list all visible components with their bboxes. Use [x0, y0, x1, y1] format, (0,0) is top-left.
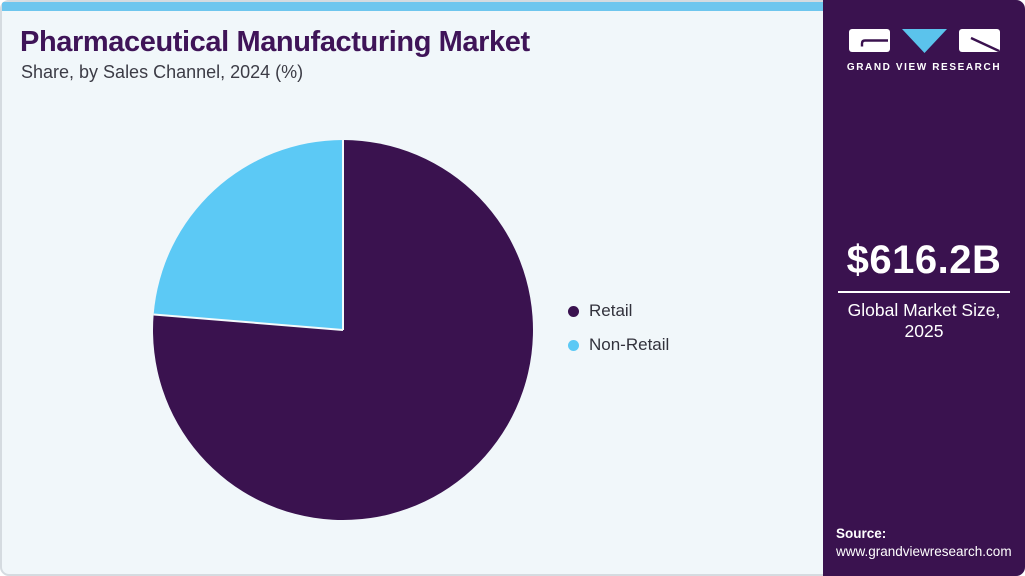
- pie-chart: [151, 138, 535, 522]
- logo-icon-row: [848, 29, 1000, 53]
- legend-label: Non-Retail: [589, 335, 670, 354]
- pie-slice-separator: [153, 313, 344, 331]
- logo-wordmark: GRAND VIEW RESEARCH: [846, 62, 1002, 73]
- source-label: Source:: [836, 526, 887, 541]
- pie-chart-svg: [152, 140, 533, 520]
- logo-r-icon: [958, 29, 1000, 52]
- chart-legend: Retail Non-Retail: [568, 301, 669, 355]
- legend-item-non-retail: Non-Retail: [568, 335, 669, 355]
- logo-r-glyph: [969, 36, 1000, 52]
- pie-slice-non-retail: [153, 140, 343, 330]
- legend-label: Retail: [589, 301, 633, 320]
- market-size-value: $616.2B: [846, 238, 1002, 282]
- legend-swatch-icon: [568, 305, 579, 317]
- page-title: Pharmaceutical Manufacturing Market: [20, 26, 530, 58]
- source-url: www.grandviewresearch.com: [836, 544, 1012, 559]
- logo-v-triangle-icon: [901, 29, 947, 53]
- logo-g-glyph: [860, 39, 888, 47]
- grand-view-research-logo: GRAND VIEW RESEARCH: [823, 29, 1025, 73]
- logo-g-icon: [848, 29, 890, 52]
- sidebar: GRAND VIEW RESEARCH $616.2B Global Marke…: [823, 0, 1025, 576]
- market-size-divider: [838, 291, 1010, 293]
- source-block: Source: www.grandviewresearch.com: [836, 526, 1018, 559]
- legend-swatch-icon: [568, 339, 579, 351]
- market-size-block: $616.2B Global Market Size, 2025: [823, 238, 1025, 342]
- market-size-caption: Global Market Size, 2025: [847, 300, 1001, 341]
- legend-item-retail: Retail: [568, 301, 669, 321]
- page-subtitle: Share, by Sales Channel, 2024 (%): [21, 62, 304, 82]
- top-accent-bar: [2, 2, 823, 11]
